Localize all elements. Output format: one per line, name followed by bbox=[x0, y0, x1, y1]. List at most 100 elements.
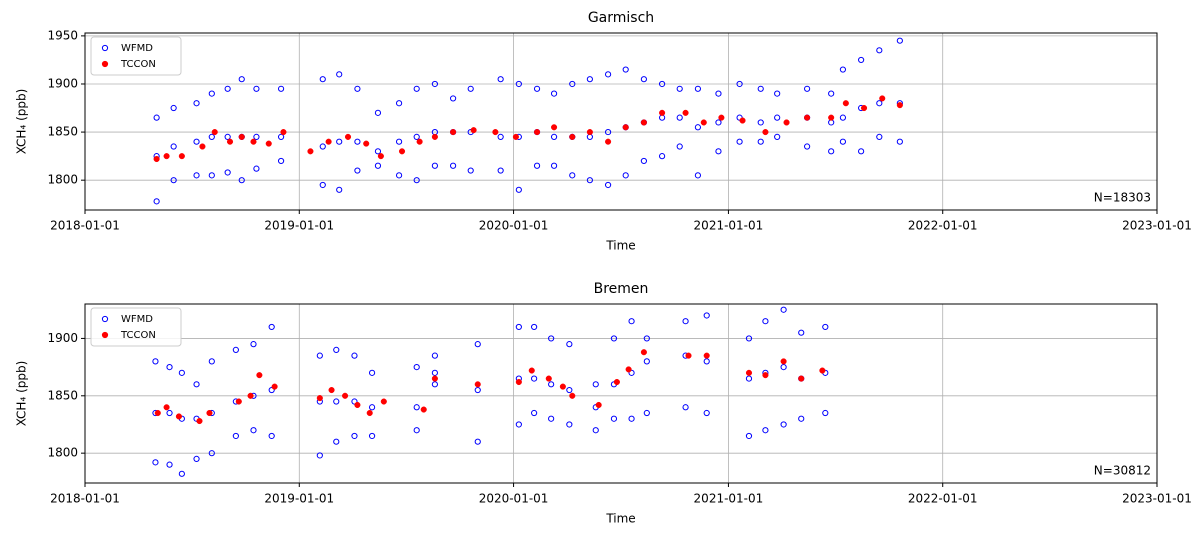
annotation: N=18303 bbox=[1094, 191, 1151, 205]
data-point bbox=[745, 375, 753, 382]
axes-frame bbox=[84, 303, 1158, 484]
data-point bbox=[604, 181, 612, 189]
data-point bbox=[640, 157, 647, 165]
data-point bbox=[718, 114, 725, 121]
data-point bbox=[226, 138, 234, 145]
data-point bbox=[366, 409, 373, 417]
data-point bbox=[550, 162, 558, 169]
data-point bbox=[351, 398, 358, 405]
data-point bbox=[153, 114, 160, 121]
legend-label: WFMD bbox=[121, 314, 153, 325]
data-point bbox=[208, 133, 215, 140]
data-point bbox=[319, 143, 326, 150]
data-point bbox=[368, 432, 376, 440]
data-point bbox=[605, 138, 612, 145]
x-tick-label: 2019-01-01 bbox=[264, 492, 334, 506]
data-point bbox=[604, 71, 612, 78]
data-point bbox=[224, 169, 231, 176]
data-point bbox=[325, 138, 332, 145]
data-point bbox=[804, 143, 811, 150]
data-point bbox=[839, 66, 847, 73]
data-point bbox=[206, 409, 213, 417]
data-point bbox=[265, 140, 272, 147]
data-point bbox=[628, 369, 635, 376]
data-point bbox=[196, 417, 203, 425]
data-point bbox=[685, 352, 692, 359]
data-point bbox=[316, 452, 323, 459]
data-point bbox=[268, 323, 275, 331]
data-point bbox=[193, 138, 200, 145]
data-point bbox=[640, 349, 647, 356]
data-point bbox=[431, 375, 438, 382]
data-point bbox=[569, 80, 576, 88]
x-axis-label: Time bbox=[605, 512, 635, 526]
data-point bbox=[413, 427, 420, 434]
data-point bbox=[592, 427, 599, 434]
data-point bbox=[622, 66, 629, 73]
data-point bbox=[268, 432, 275, 440]
data-point bbox=[876, 100, 883, 107]
data-point bbox=[474, 341, 481, 348]
data-point bbox=[336, 186, 343, 193]
data-point bbox=[715, 148, 722, 155]
data-point bbox=[531, 409, 538, 417]
data-point bbox=[550, 90, 558, 97]
legend-label: TCCON bbox=[120, 330, 156, 341]
data-point bbox=[316, 352, 323, 359]
data-point bbox=[512, 133, 519, 140]
data-point bbox=[528, 367, 535, 374]
x-tick-label: 2019-01-01 bbox=[264, 219, 334, 233]
data-point bbox=[153, 155, 160, 163]
data-point bbox=[166, 461, 173, 468]
y-tick-label: 1850 bbox=[47, 388, 78, 402]
data-point bbox=[625, 366, 632, 373]
data-point bbox=[416, 138, 423, 145]
x-tick-label: 2022-01-01 bbox=[908, 492, 978, 506]
legend-box bbox=[90, 36, 182, 76]
data-point bbox=[178, 153, 185, 160]
data-point bbox=[193, 100, 200, 107]
data-point bbox=[368, 369, 376, 376]
data-point bbox=[745, 335, 753, 342]
data-point bbox=[413, 177, 420, 184]
data-point bbox=[682, 318, 689, 325]
data-point bbox=[395, 138, 403, 145]
data-point bbox=[449, 95, 457, 102]
data-point bbox=[163, 404, 170, 411]
data-point bbox=[170, 104, 177, 112]
data-point bbox=[622, 124, 629, 131]
data-point bbox=[336, 138, 343, 145]
x-tick-label: 2023-01-01 bbox=[1122, 219, 1192, 233]
data-point bbox=[896, 102, 903, 109]
legend-marker bbox=[101, 315, 109, 323]
data-point bbox=[351, 352, 358, 359]
data-point bbox=[798, 329, 805, 336]
data-point bbox=[533, 129, 541, 136]
data-point bbox=[178, 470, 185, 477]
y-axis-label: XCH₄ (ppb) bbox=[15, 361, 29, 427]
data-point bbox=[628, 415, 635, 422]
data-point bbox=[238, 133, 245, 140]
data-point bbox=[694, 124, 702, 131]
data-point bbox=[780, 358, 787, 365]
data-point bbox=[395, 172, 403, 179]
data-point bbox=[170, 143, 177, 150]
data-point bbox=[153, 198, 160, 205]
data-point bbox=[610, 335, 618, 342]
data-point bbox=[762, 372, 769, 379]
data-point bbox=[178, 369, 185, 376]
data-point bbox=[822, 323, 829, 331]
data-point bbox=[640, 119, 647, 126]
data-point bbox=[819, 367, 826, 374]
legend-label: WFMD bbox=[121, 43, 153, 54]
data-point bbox=[569, 133, 576, 140]
data-point bbox=[377, 153, 384, 160]
data-point bbox=[336, 71, 343, 78]
data-point bbox=[163, 153, 170, 160]
data-point bbox=[413, 364, 420, 371]
data-point bbox=[253, 133, 260, 140]
data-point bbox=[700, 119, 707, 126]
x-tick-label: 2020-01-01 bbox=[479, 492, 549, 506]
data-point bbox=[757, 119, 764, 126]
data-point bbox=[736, 80, 743, 88]
